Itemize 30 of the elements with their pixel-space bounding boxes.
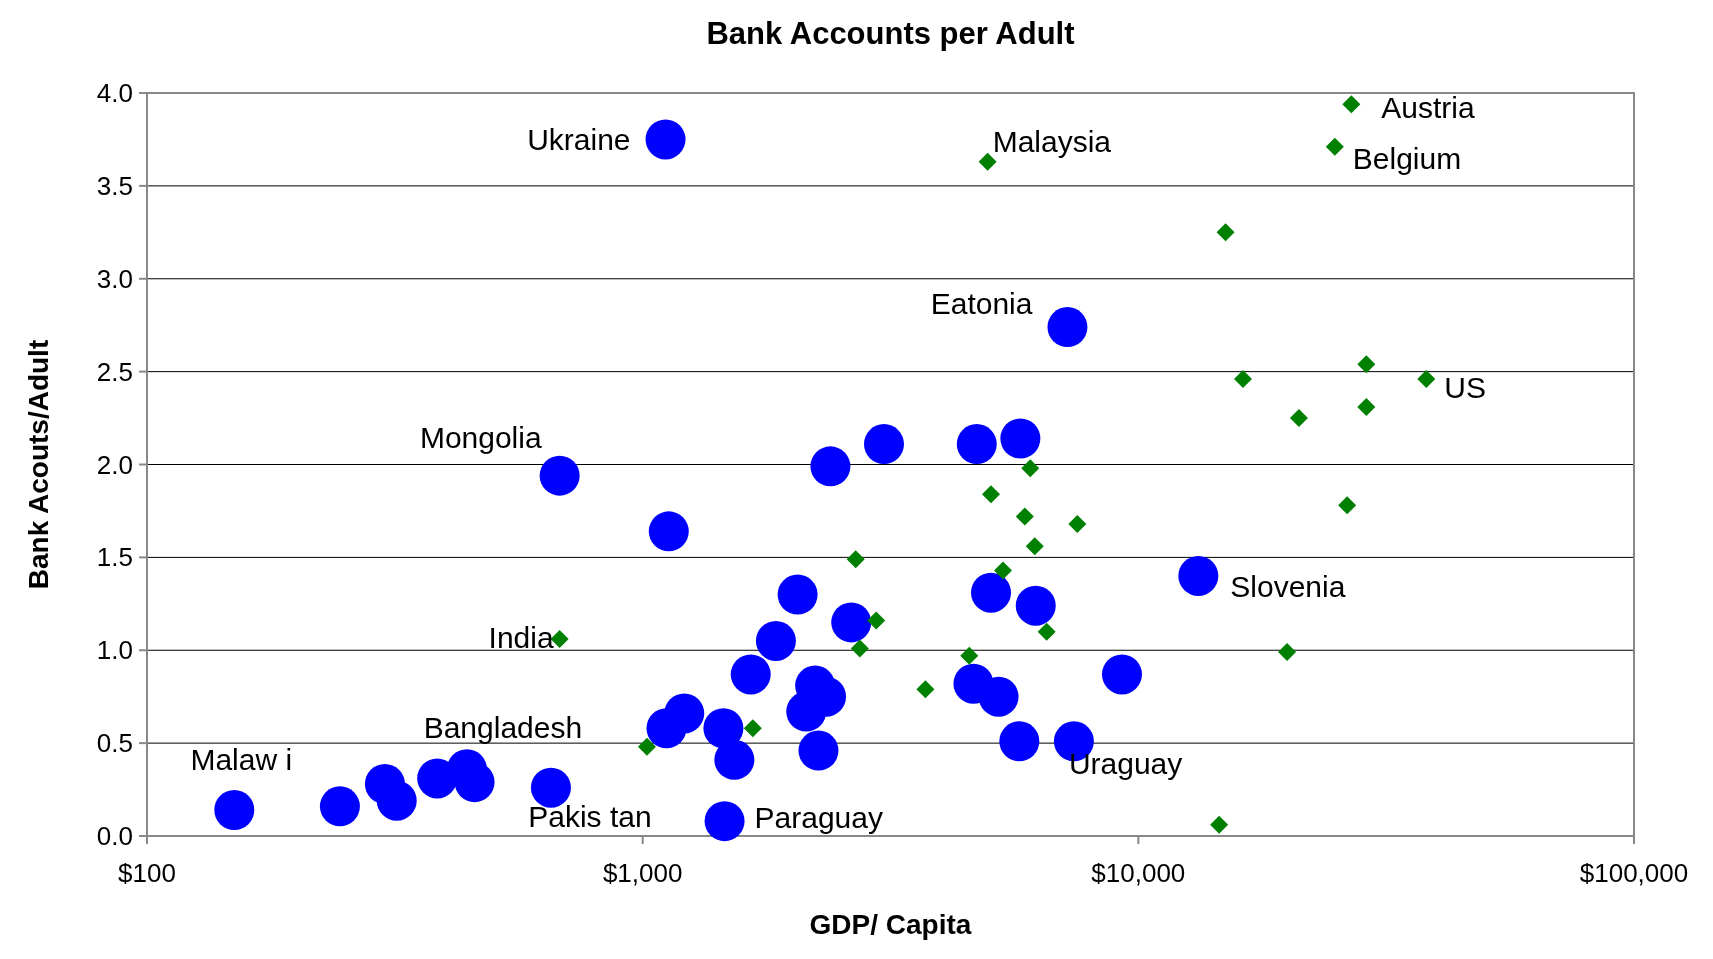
annotation: India	[488, 620, 554, 654]
y-tick-label: 1.5	[96, 542, 133, 573]
y-tick-label: 3.0	[96, 263, 133, 294]
annotation: US	[1444, 370, 1487, 404]
annotation: Pakis tan	[528, 800, 652, 834]
y-tick-label: 0.5	[96, 728, 133, 759]
annotation: Austria	[1381, 90, 1476, 124]
chart-title: Bank Accounts per Adult	[706, 16, 1075, 51]
annotation: Eatonia	[930, 286, 1033, 320]
annotation: Bangladesh	[423, 710, 583, 744]
x-tick-label: $10,000	[1091, 858, 1186, 888]
y-tick-label: 2.0	[96, 449, 133, 480]
annotation: Malaysia	[992, 125, 1112, 159]
annotation: Slovenia	[1230, 570, 1346, 604]
annotation: Uraguay	[1068, 746, 1183, 780]
y-tick-label: 0.0	[96, 821, 133, 852]
y-tick-label: 3.5	[96, 170, 133, 201]
y-tick-label: 1.0	[96, 635, 133, 666]
annotation: Ukraine	[527, 122, 631, 156]
x-tick-label: $1,000	[602, 858, 683, 888]
annotation: Paraguay	[754, 800, 884, 834]
y-tick-label: 2.5	[96, 356, 133, 387]
x-tick-label: $100	[118, 858, 176, 888]
annotation: Mongolia	[419, 421, 542, 455]
annotation: Malaw i	[190, 743, 293, 777]
y-axis-title: Bank Acouts/Adult	[23, 339, 54, 590]
x-tick-label: $100,000	[1579, 858, 1689, 888]
x-axis-title: GDP/ Capita	[809, 909, 972, 940]
annotation: Belgium	[1352, 142, 1462, 176]
y-tick-label: 4.0	[96, 78, 133, 109]
